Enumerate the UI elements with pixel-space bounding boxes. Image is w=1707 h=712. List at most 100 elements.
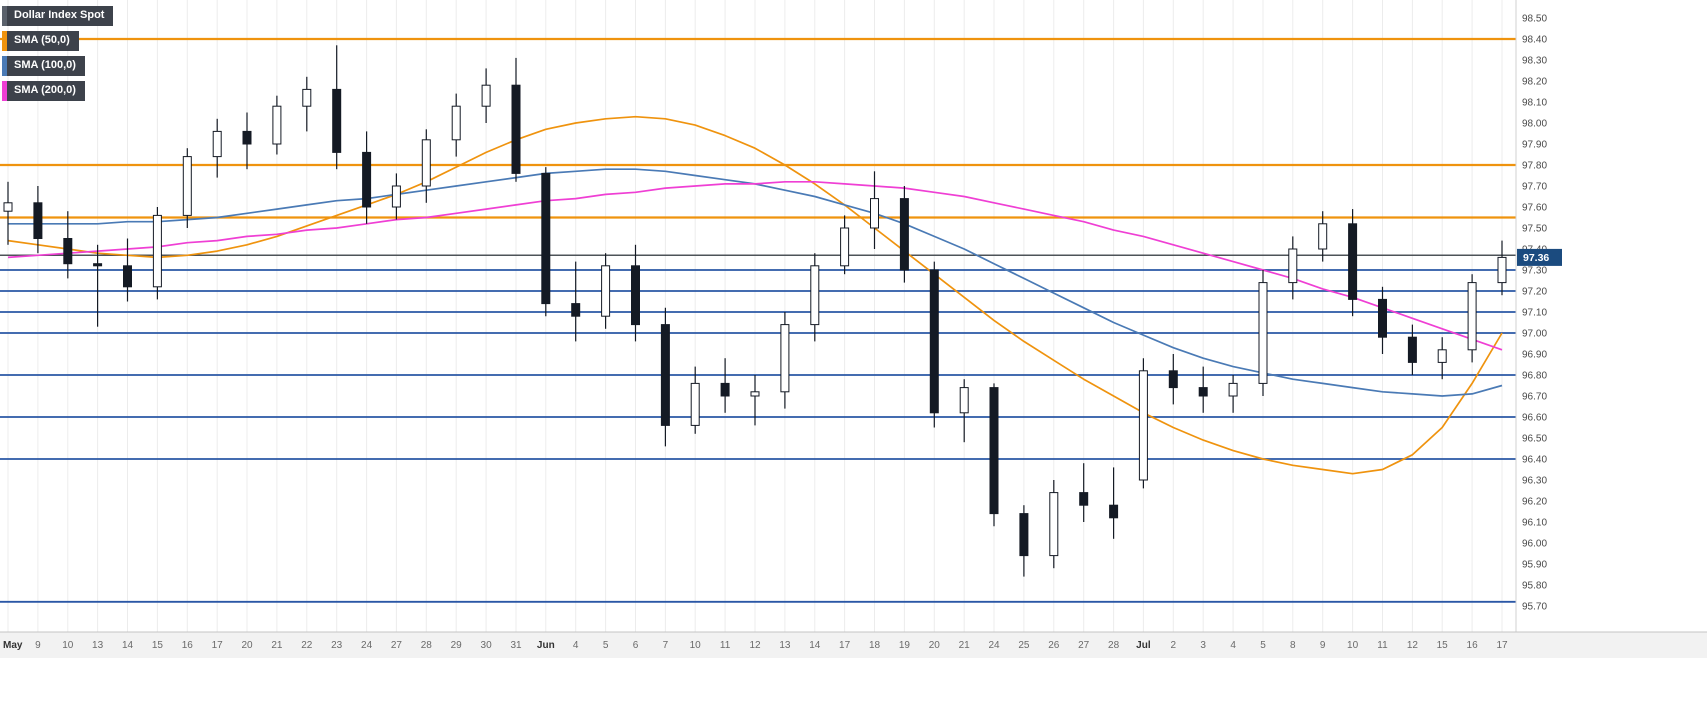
svg-text:98.40: 98.40	[1522, 35, 1547, 46]
svg-text:27: 27	[391, 640, 403, 651]
legend-sma200-label: SMA (200,0)	[7, 81, 85, 101]
svg-text:4: 4	[1230, 640, 1236, 651]
svg-text:6: 6	[633, 640, 639, 651]
svg-text:Jun: Jun	[537, 640, 555, 651]
sma-200-line	[7, 180, 1503, 351]
svg-text:13: 13	[92, 640, 104, 651]
svg-text:95.80: 95.80	[1522, 581, 1547, 592]
svg-text:96.20: 96.20	[1522, 497, 1547, 508]
svg-text:8: 8	[1290, 640, 1296, 651]
svg-text:97.90: 97.90	[1522, 140, 1547, 151]
legend-sma100-badge[interactable]: SMA (100,0)	[2, 56, 85, 76]
svg-text:96.00: 96.00	[1522, 539, 1547, 550]
svg-text:11: 11	[1377, 640, 1388, 651]
svg-text:95.70: 95.70	[1522, 602, 1547, 613]
svg-text:24: 24	[988, 640, 1000, 651]
svg-text:19: 19	[899, 640, 911, 651]
svg-text:21: 21	[271, 640, 283, 651]
svg-text:97.50: 97.50	[1522, 224, 1547, 235]
svg-text:20: 20	[241, 640, 253, 651]
svg-text:30: 30	[481, 640, 493, 651]
svg-text:May: May	[3, 640, 23, 651]
svg-text:98.00: 98.00	[1522, 119, 1547, 130]
svg-text:12: 12	[749, 640, 761, 651]
svg-text:96.60: 96.60	[1522, 413, 1547, 424]
legend-instrument-label: Dollar Index Spot	[7, 6, 114, 26]
svg-text:17: 17	[212, 640, 224, 651]
svg-text:20: 20	[929, 640, 941, 651]
svg-text:14: 14	[809, 640, 821, 651]
svg-text:98.20: 98.20	[1522, 77, 1547, 88]
svg-text:27: 27	[1078, 640, 1090, 651]
sma50-color-strip	[2, 31, 7, 51]
candles	[3, 45, 1507, 577]
svg-text:29: 29	[451, 640, 463, 651]
svg-text:7: 7	[663, 640, 669, 651]
svg-text:96.90: 96.90	[1522, 350, 1547, 361]
gridlines	[7, 0, 1503, 632]
svg-text:97.20: 97.20	[1522, 287, 1547, 298]
svg-text:17: 17	[1496, 640, 1508, 651]
svg-text:16: 16	[182, 640, 194, 651]
svg-text:14: 14	[122, 640, 134, 651]
svg-text:15: 15	[1437, 640, 1449, 651]
svg-text:3: 3	[1200, 640, 1206, 651]
svg-text:10: 10	[1347, 640, 1359, 651]
svg-text:21: 21	[959, 640, 971, 651]
svg-text:25: 25	[1018, 640, 1030, 651]
sma-50-line	[7, 115, 1503, 475]
sma100-color-strip	[2, 56, 7, 76]
svg-text:10: 10	[62, 640, 74, 651]
svg-text:5: 5	[603, 640, 609, 651]
svg-text:97.60: 97.60	[1522, 203, 1547, 214]
svg-text:15: 15	[152, 640, 164, 651]
svg-text:96.10: 96.10	[1522, 518, 1547, 529]
svg-text:13: 13	[779, 640, 791, 651]
svg-text:Jul: Jul	[1136, 640, 1151, 651]
chart-legend: Dollar Index Spot SMA (50,0) SMA (100,0)…	[2, 6, 114, 106]
svg-text:96.80: 96.80	[1522, 371, 1547, 382]
last-price-badge: 97.36	[1517, 248, 1562, 266]
svg-text:95.90: 95.90	[1522, 560, 1547, 571]
svg-text:96.50: 96.50	[1522, 434, 1547, 445]
legend-instrument-badge[interactable]: Dollar Index Spot	[2, 6, 114, 26]
sma200-color-strip	[2, 81, 7, 101]
svg-text:11: 11	[720, 640, 731, 651]
svg-text:97.00: 97.00	[1522, 329, 1547, 340]
svg-text:31: 31	[510, 640, 522, 651]
svg-text:18: 18	[869, 640, 881, 651]
legend-sma200-badge[interactable]: SMA (200,0)	[2, 81, 85, 101]
svg-text:17: 17	[839, 640, 851, 651]
svg-text:10: 10	[690, 640, 702, 651]
svg-text:26: 26	[1048, 640, 1060, 651]
legend-sma50-badge[interactable]: SMA (50,0)	[2, 31, 79, 51]
svg-text:22: 22	[301, 640, 313, 651]
svg-text:24: 24	[361, 640, 373, 651]
svg-text:12: 12	[1407, 640, 1419, 651]
svg-text:97.70: 97.70	[1522, 182, 1547, 193]
legend-sma50-label: SMA (50,0)	[7, 31, 79, 51]
svg-text:9: 9	[1320, 640, 1326, 651]
x-axis[interactable]: May 9 10 13 14 15 16 17 20 21 22 23 24 27 28 29 30 31 Jun 4…	[0, 631, 1707, 658]
svg-text:96.30: 96.30	[1522, 476, 1547, 487]
svg-text:23: 23	[331, 640, 343, 651]
svg-text:97.10: 97.10	[1522, 308, 1547, 319]
svg-text:97.36: 97.36	[1523, 252, 1549, 264]
instrument-color-strip	[2, 6, 7, 26]
svg-text:98.50: 98.50	[1522, 14, 1547, 25]
svg-text:28: 28	[1108, 640, 1120, 651]
level-lines	[0, 37, 1516, 603]
svg-text:28: 28	[421, 640, 433, 651]
svg-text:96.70: 96.70	[1522, 392, 1547, 403]
svg-text:98.30: 98.30	[1522, 56, 1547, 67]
svg-text:97.30: 97.30	[1522, 266, 1547, 277]
svg-text:98.10: 98.10	[1522, 98, 1547, 109]
svg-text:2: 2	[1171, 640, 1177, 651]
svg-text:97.80: 97.80	[1522, 161, 1547, 172]
svg-text:16: 16	[1467, 640, 1479, 651]
y-axis[interactable]: 98.50 98.40 98.30 98.20 98.10 98.00 97.90 97.80…	[1522, 14, 1547, 613]
svg-text:9: 9	[35, 640, 41, 651]
svg-text:4: 4	[573, 640, 579, 651]
